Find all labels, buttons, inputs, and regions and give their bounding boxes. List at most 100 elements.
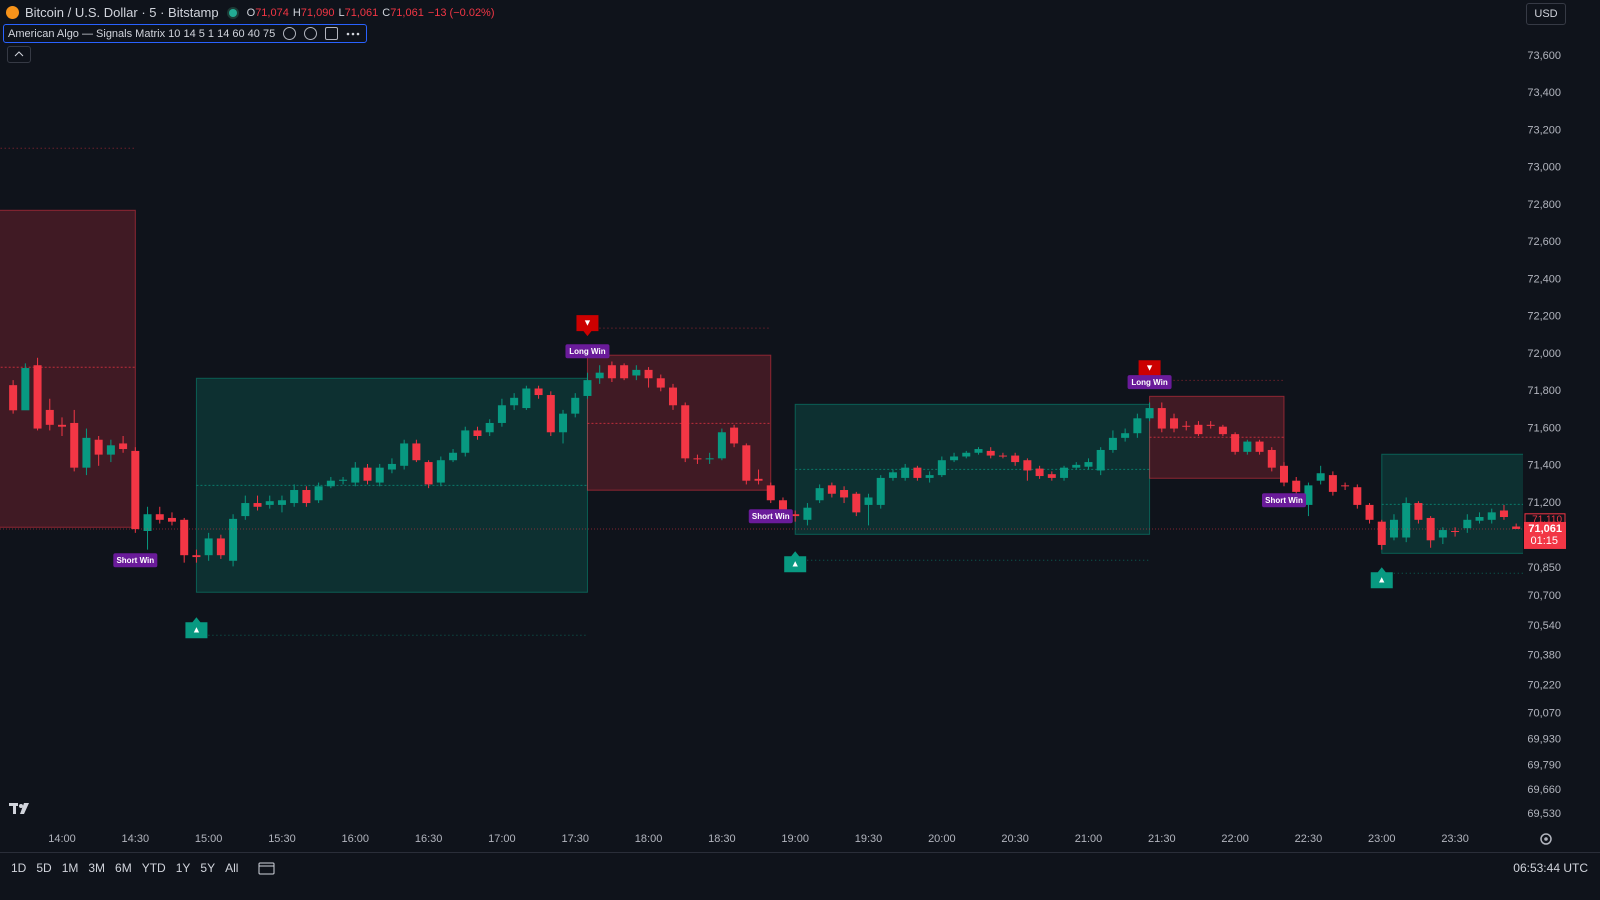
signal-badge [185,617,208,639]
candle-body [351,467,360,483]
period-button[interactable]: 6M [115,861,132,875]
candle-body [950,456,959,461]
last-price-tag [1524,521,1566,549]
ohlc-key: C [382,6,391,19]
x-tick-label: 14:30 [122,833,150,845]
candle-body [522,388,531,409]
indicator-legend[interactable]: American Algo — Signals Matrix 10 14 5 1… [3,24,368,43]
candle-body [913,467,922,478]
candle-body [326,480,335,487]
y-tick-label: 69,790 [1527,760,1561,772]
x-tick-label: 18:00 [635,833,663,845]
candle-body [1487,512,1496,520]
date-range-icon[interactable] [257,860,277,876]
period-button[interactable]: YTD [141,861,166,875]
y-tick-label: 72,800 [1527,199,1561,211]
win-label-box [113,553,158,568]
candle-body [1292,480,1301,492]
win-label-box [748,509,793,524]
axes: 73,600 73,400 73,200 73,000 72,800 72,600 72,4… [48,50,1566,845]
ohlc-value: 71,090 [300,6,335,19]
candle-body [265,501,274,505]
x-tick-label: 23:00 [1368,833,1396,845]
candle-body [827,485,836,494]
candle-body [778,500,787,511]
win-label: Long Win [1131,378,1167,387]
x-tick-label: 21:30 [1148,833,1176,845]
candle-body [290,490,299,504]
x-tick-label: 20:30 [1001,833,1029,845]
candle-body [155,514,164,520]
candle-body [9,385,18,411]
candle-body [1047,474,1056,478]
period-button[interactable]: 1D [11,861,27,875]
candle-body [693,458,702,460]
x-tick-label: 17:00 [488,833,516,845]
candle-body [1218,426,1227,435]
candle-body [656,378,665,388]
candle-body [436,460,445,483]
candle-body [1072,464,1081,468]
eye-icon[interactable] [283,27,297,40]
chevron [14,51,24,57]
period-button[interactable]: 1Y [175,861,191,875]
candle-body [1512,526,1521,529]
candle-body [1316,473,1325,481]
signal-badge [784,551,807,573]
delete-icon[interactable] [325,27,339,40]
candle-body [339,479,348,481]
candle-body [705,458,714,460]
settings-icon[interactable] [304,27,318,40]
currency-button[interactable]: USD [1526,3,1566,25]
candle-body [681,405,690,459]
candle-body [1475,517,1484,521]
signal-zone [586,354,772,491]
candle-body [925,475,934,478]
period-button[interactable]: All [225,861,239,875]
settings-gear[interactable] [1540,833,1552,845]
candle-body [33,365,42,429]
y-tick-label: 69,660 [1527,784,1561,796]
y-tick-label: 72,400 [1527,273,1561,285]
tv-logo [9,803,29,814]
candle-body [143,514,152,531]
x-tick-label: 23:30 [1441,833,1469,845]
period-button[interactable]: 1M [61,861,79,875]
candle-body [1463,519,1472,529]
y-tick-label: 73,400 [1527,87,1561,99]
collapse-button[interactable] [7,46,31,63]
candle-body [45,409,54,425]
period-button[interactable]: 5Y [200,861,216,875]
candle-body [1133,418,1142,434]
bottom-toolbar: 1D 5D 1M 3M 6M YTD 1Y 5Y All 06:53:44 UTC [0,852,1600,883]
win-label-box [1262,493,1306,508]
candle-body [1365,504,1374,520]
candle-body [1035,468,1044,477]
candle-body [1170,418,1179,429]
y-tick-label: 73,000 [1527,162,1561,174]
x-tick-label: 16:00 [342,833,370,845]
symbol-header: Bitcoin / U.S. Dollar · 5 · Bitstamp O71… [6,5,495,20]
candle-body [1023,460,1032,471]
candle-body [559,413,568,433]
candle-body [510,397,519,406]
x-tick-label: 20:00 [928,833,956,845]
candle-body [1194,424,1203,435]
candle-body [840,490,849,498]
y-tick-label: 69,930 [1527,733,1561,745]
candle-body [1231,434,1240,452]
candle-body [1304,485,1313,505]
more-icon[interactable] [346,32,360,36]
x-tick-label: 22:30 [1295,833,1323,845]
period-button[interactable]: 3M [88,861,106,875]
candle-body [742,445,751,481]
candle-body [803,507,812,520]
candle-body [94,439,103,455]
signal-badge [576,315,599,337]
candle-body [167,517,176,522]
symbol-title[interactable]: Bitcoin / U.S. Dollar · 5 · Bitstamp [25,5,219,20]
x-tick-label: 19:30 [855,833,883,845]
price-marker-label: 71,110 [1532,514,1562,525]
period-button[interactable]: 5D [36,861,52,875]
candle-body [1267,449,1276,468]
